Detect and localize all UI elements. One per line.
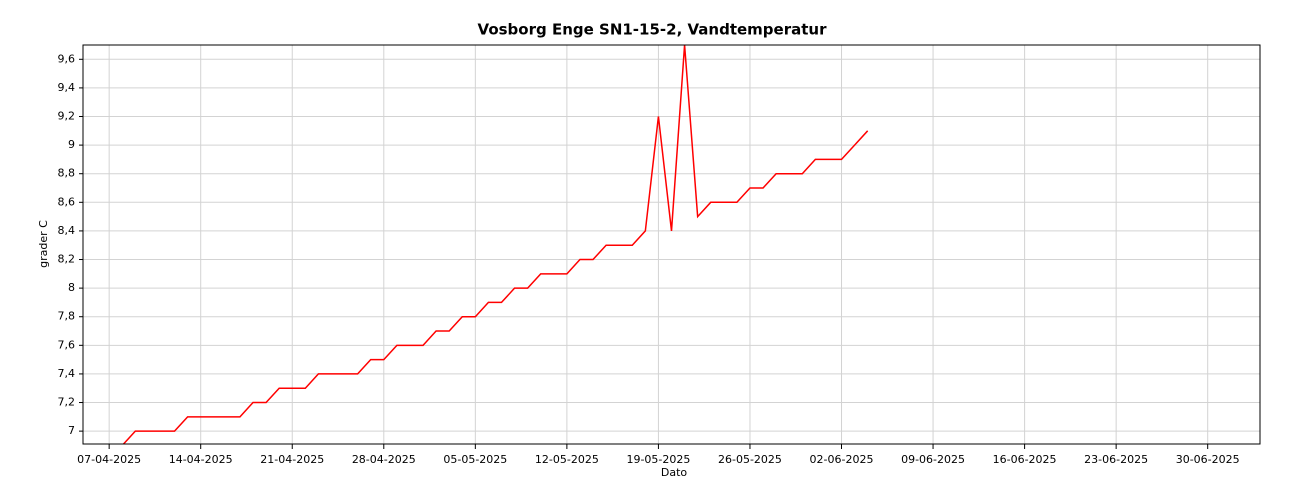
data-line — [122, 45, 869, 444]
x-tick-label: 16-06-2025 — [993, 453, 1057, 466]
x-tick-label: 21-04-2025 — [260, 453, 324, 466]
x-tick-label: 09-06-2025 — [901, 453, 965, 466]
y-tick-label: 8,6 — [58, 195, 76, 208]
x-tick-label: 19-05-2025 — [626, 453, 690, 466]
y-axis-label: grader C — [37, 220, 50, 268]
plot-frame — [82, 44, 1261, 445]
y-tick-label: 9,4 — [58, 81, 76, 94]
tick-labels: 7 7,2 7,4 7,6 7,8 8 8,2 8,4 8,6 8,8 9 9,2 9,4 9,6 07-0… — [58, 52, 1240, 466]
x-tick-label: 07-04-2025 — [77, 453, 141, 466]
x-tick-label: 30-06-2025 — [1176, 453, 1240, 466]
x-tick-label: 26-05-2025 — [718, 453, 782, 466]
y-tick-label: 7,8 — [58, 310, 76, 323]
y-tick-label: 8,8 — [58, 167, 76, 180]
x-axis-label: Dato — [661, 466, 688, 479]
x-tick-label: 14-04-2025 — [169, 453, 233, 466]
y-tick-label: 9 — [68, 138, 75, 151]
x-tick-label: 02-06-2025 — [810, 453, 874, 466]
plot-area — [122, 45, 869, 444]
x-tick-label: 23-06-2025 — [1084, 453, 1148, 466]
chart-title: Vosborg Enge SN1-15-2, Vandtemperatur — [478, 21, 828, 39]
x-tick-label: 12-05-2025 — [535, 453, 599, 466]
y-tick-label: 8 — [68, 281, 75, 294]
y-tick-label: 7,4 — [58, 367, 76, 380]
y-tick-label: 8,2 — [58, 253, 76, 266]
grid — [83, 45, 1260, 444]
x-tick-label: 28-04-2025 — [352, 453, 416, 466]
y-tick-label: 9,6 — [58, 52, 76, 65]
y-tick-label: 7 — [68, 424, 75, 437]
y-tick-label: 9,2 — [58, 110, 76, 123]
y-tick-label: 8,4 — [58, 224, 76, 237]
x-tick-label: 05-05-2025 — [443, 453, 507, 466]
y-tick-label: 7,6 — [58, 338, 76, 351]
y-tick-label: 7,2 — [58, 396, 76, 409]
